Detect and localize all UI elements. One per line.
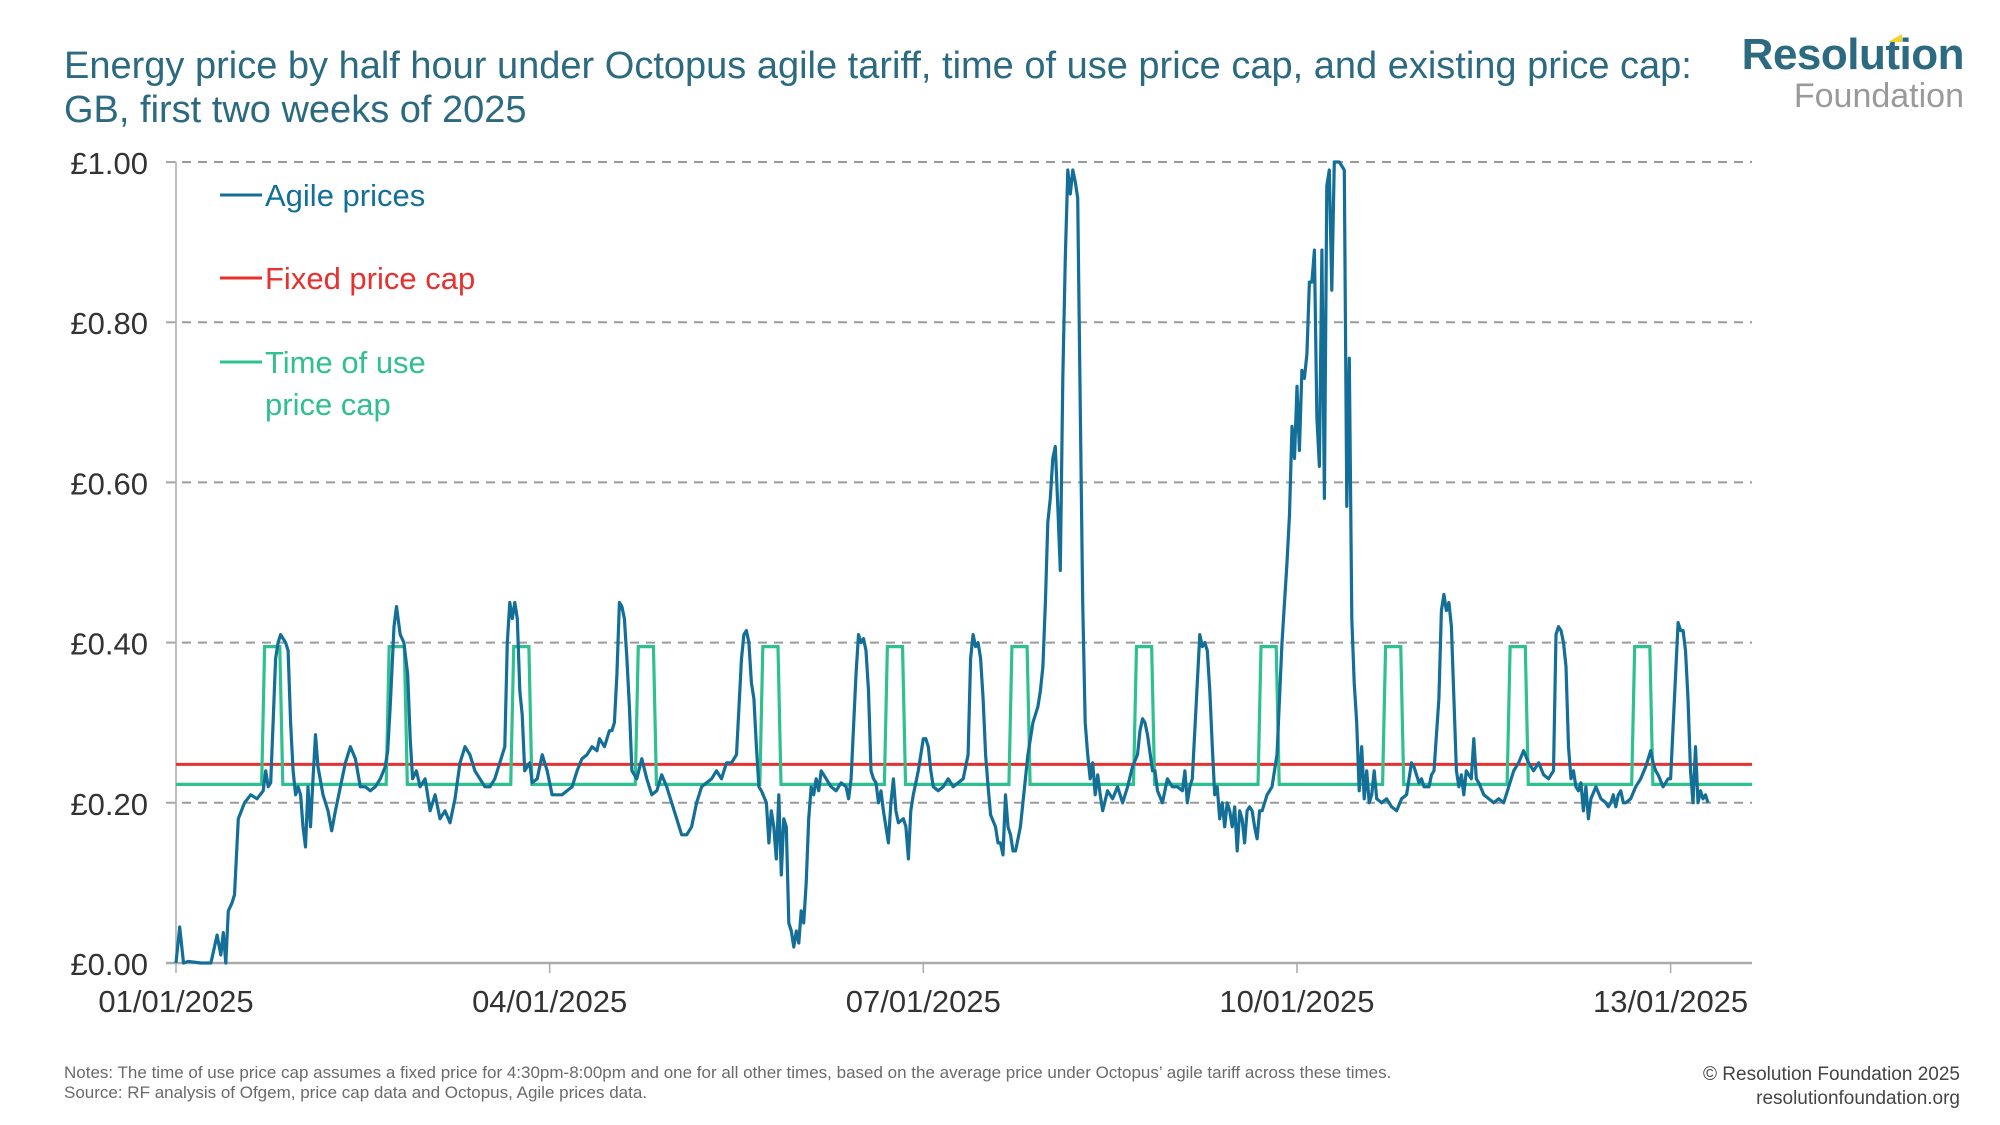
legend-label-agile: Agile prices xyxy=(265,178,425,213)
x-tick-label: 13/01/2025 xyxy=(1593,984,1748,1019)
chart-title: Energy price by half hour under Octopus … xyxy=(64,45,1692,131)
series-group xyxy=(174,160,1752,965)
logo-accent-icon xyxy=(1888,34,1902,42)
resolution-foundation-logo: Resolution Foundation xyxy=(1741,30,1965,115)
x-tick-label: 10/01/2025 xyxy=(1219,984,1374,1019)
legend-label-line: price cap xyxy=(265,387,391,422)
legend: Agile prices Fixed price cap Time of use pr… xyxy=(220,178,475,422)
y-tick-label: £0.20 xyxy=(70,787,148,822)
y-tick-label: £0.00 xyxy=(70,947,148,982)
website-text: resolutionfoundation.org xyxy=(1756,1088,1960,1109)
legend-label-line: Time of use xyxy=(265,345,426,380)
y-tick-label: £0.40 xyxy=(70,627,148,662)
x-tick-label: 04/01/2025 xyxy=(472,984,627,1019)
logo-line-1: Resolution xyxy=(1741,30,1965,79)
y-tick-label: £0.60 xyxy=(70,466,148,501)
y-axis: £0.00 £0.20 £0.40 £0.60 £0.80 £1.00 xyxy=(70,146,177,982)
y-tick-label: £1.00 xyxy=(70,146,148,181)
legend-label-fixed: Fixed price cap xyxy=(265,261,475,296)
agile-prices-line xyxy=(174,160,1710,965)
footer-credit: © Resolution Foundation 2025 resolutionf… xyxy=(1703,1063,1960,1111)
legend-label-tou: Time of use price cap xyxy=(265,345,426,422)
footer-notes: Notes: The time of use price cap assumes… xyxy=(64,1063,1644,1103)
x-tick-label: 07/01/2025 xyxy=(846,984,1001,1019)
source-text: Source: RF analysis of Ofgem, price cap … xyxy=(64,1083,648,1102)
copyright-text: © Resolution Foundation 2025 xyxy=(1703,1064,1960,1085)
x-tick-label: 01/01/2025 xyxy=(98,984,253,1019)
notes-text: Notes: The time of use price cap assumes… xyxy=(64,1063,1392,1082)
logo-line-2: Foundation xyxy=(1793,77,1964,115)
y-tick-label: £0.80 xyxy=(70,306,148,341)
x-axis: 01/01/2025 04/01/2025 07/01/2025 10/01/2025… xyxy=(98,961,1752,1019)
grid-lines xyxy=(166,161,1752,804)
